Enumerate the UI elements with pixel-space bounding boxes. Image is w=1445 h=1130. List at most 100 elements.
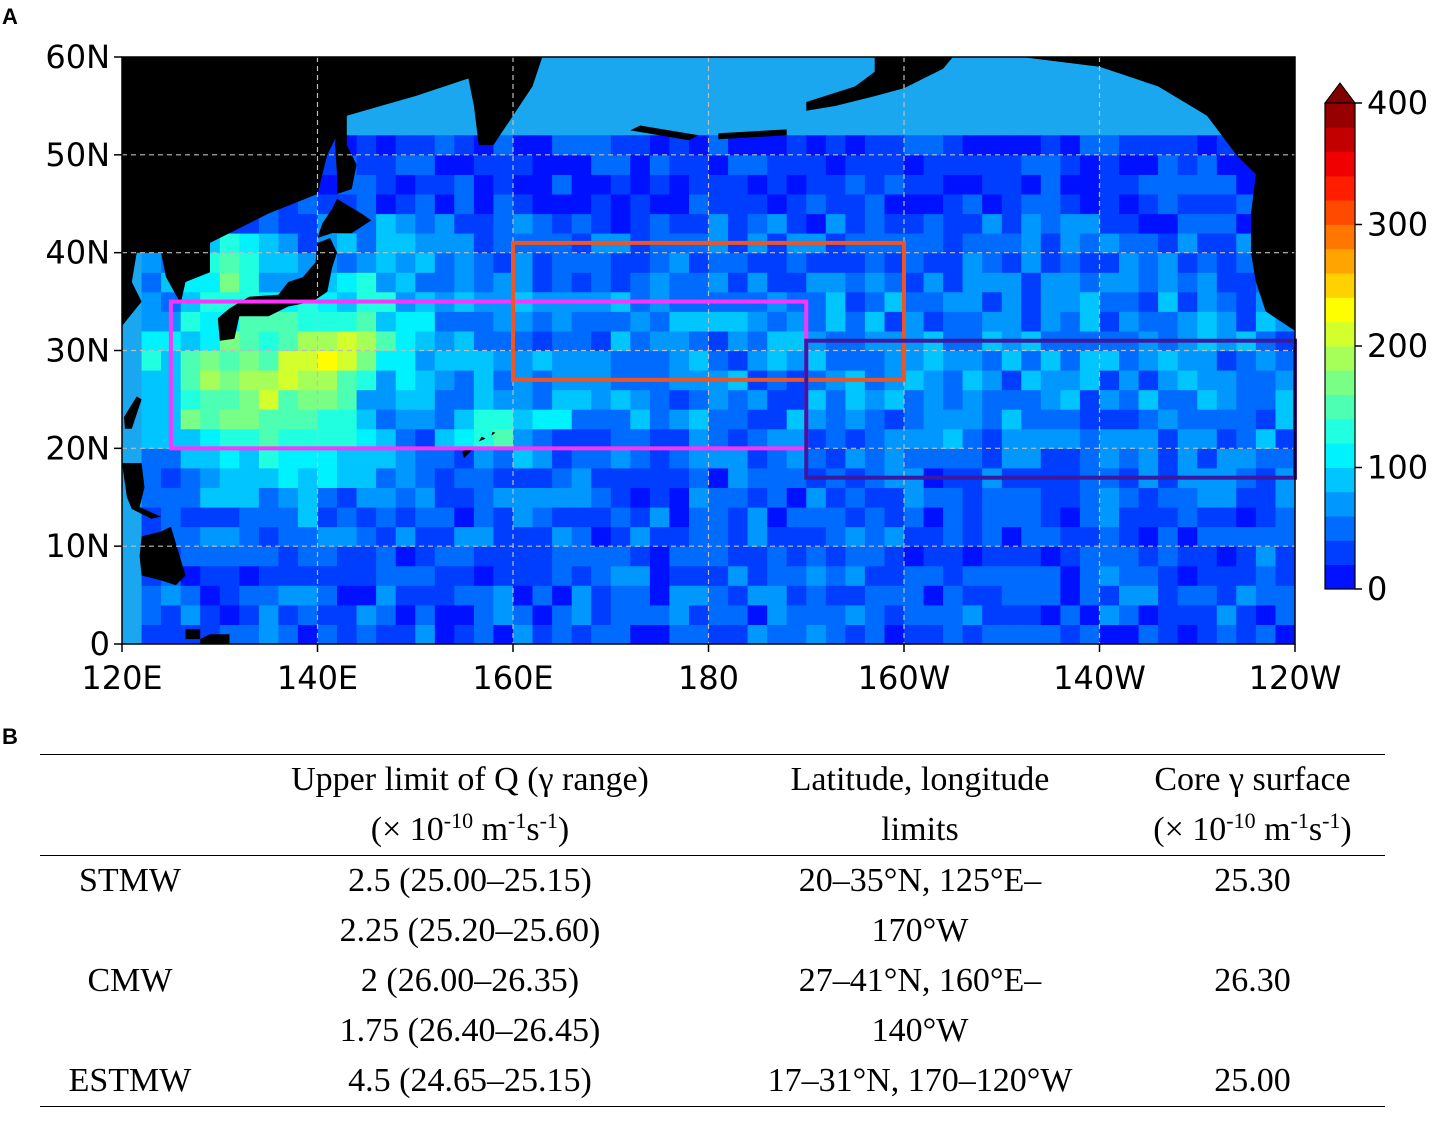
colorbar-band — [1325, 297, 1355, 323]
grid-cell — [943, 409, 964, 430]
grid-cell — [180, 311, 201, 332]
grid-cell — [1216, 487, 1237, 508]
grid-cell — [923, 487, 944, 508]
grid-cell — [1255, 565, 1276, 586]
grid-cell — [317, 526, 338, 547]
grid-cell — [356, 565, 377, 586]
grid-cell — [649, 350, 670, 371]
grid-cell — [376, 526, 397, 547]
grid-cell — [747, 487, 768, 508]
grid-cell — [786, 507, 807, 528]
grid-cell — [728, 428, 749, 449]
grid-cell — [571, 135, 592, 156]
grid-cell — [708, 507, 729, 528]
grid-cell — [571, 585, 592, 606]
grid-cell — [767, 311, 788, 332]
grid-cell — [473, 350, 494, 371]
grid-cell — [610, 213, 631, 234]
grid-cell — [982, 585, 1003, 606]
grid-cell — [337, 330, 358, 351]
grid-cell — [493, 507, 514, 528]
grid-cell — [1158, 487, 1179, 508]
grid-cell — [141, 252, 162, 273]
grid-cell — [728, 350, 749, 371]
grid-cell — [1040, 546, 1061, 567]
grid-cell — [219, 370, 240, 391]
grid-cell — [708, 194, 729, 215]
grid-cell — [1099, 546, 1120, 567]
grid-cell — [708, 409, 729, 430]
grid-cell — [239, 487, 260, 508]
grid-cell — [473, 546, 494, 567]
grid-cell — [1158, 370, 1179, 391]
grid-cell — [493, 428, 514, 449]
grid-cell — [1236, 487, 1257, 508]
grid-cell — [200, 409, 221, 430]
grid-cell — [415, 448, 436, 469]
grid-cell — [591, 604, 612, 625]
grid-cell — [258, 252, 279, 273]
grid-cell — [943, 624, 964, 644]
land-polygon — [806, 57, 953, 111]
grid-cell — [552, 154, 573, 175]
grid-cell — [376, 330, 397, 351]
grid-cell — [786, 330, 807, 351]
grid-cell — [317, 467, 338, 488]
grid-cell — [376, 311, 397, 332]
grid-cell — [904, 409, 925, 430]
grid-cell — [1197, 507, 1218, 528]
colorbar-band — [1325, 127, 1355, 152]
grid-cell — [1119, 174, 1139, 195]
grid-cell — [532, 311, 553, 332]
grid-cell — [845, 526, 866, 547]
grid-cell — [1079, 213, 1100, 234]
grid-cell — [532, 174, 553, 195]
grid-cell — [845, 252, 866, 273]
grid-cell — [1040, 526, 1061, 547]
grid-cell — [376, 272, 397, 293]
grid-cell — [630, 330, 651, 351]
grid-cell — [1079, 233, 1100, 254]
grid-cell — [180, 604, 201, 625]
grid-cell — [1040, 154, 1061, 175]
grid-cell — [493, 565, 514, 586]
grid-cell — [532, 507, 553, 528]
grid-cell — [806, 565, 827, 586]
grid-cell — [1060, 487, 1081, 508]
lat-tick-label: 10N — [45, 527, 110, 565]
grid-cell — [434, 311, 455, 332]
grid-cell — [434, 370, 455, 391]
grid-cell — [982, 448, 1003, 469]
grid-cell — [1060, 526, 1081, 547]
grid-cell — [356, 252, 377, 273]
land-polygon — [478, 436, 486, 442]
grid-cell — [884, 154, 905, 175]
grid-cell — [1138, 252, 1159, 273]
grid-cell — [864, 624, 885, 644]
grid-cell — [278, 624, 299, 644]
grid-cell — [904, 448, 925, 469]
grid-cell — [317, 565, 338, 586]
grid-cell — [1236, 507, 1257, 528]
grid-cell — [728, 311, 749, 332]
grid-cell — [610, 330, 631, 351]
grid-cell — [513, 135, 533, 156]
grid-cell — [923, 409, 944, 430]
grid-cell — [297, 526, 318, 547]
grid-cell — [708, 467, 729, 488]
grid-cell — [239, 252, 260, 273]
grid-cell — [1079, 565, 1100, 586]
grid-cell — [1119, 135, 1139, 156]
grid-cell — [943, 174, 964, 195]
grid-cell — [376, 213, 397, 234]
grid-cell — [884, 135, 905, 156]
grid-cell — [806, 507, 827, 528]
grid-cell — [884, 291, 905, 312]
grid-cell — [434, 330, 455, 351]
grid-cell — [180, 565, 201, 586]
grid-cell — [649, 330, 670, 351]
grid-cell — [1001, 272, 1022, 293]
grid-cell — [767, 252, 788, 273]
grid-cell — [610, 507, 631, 528]
grid-cell — [630, 389, 651, 410]
